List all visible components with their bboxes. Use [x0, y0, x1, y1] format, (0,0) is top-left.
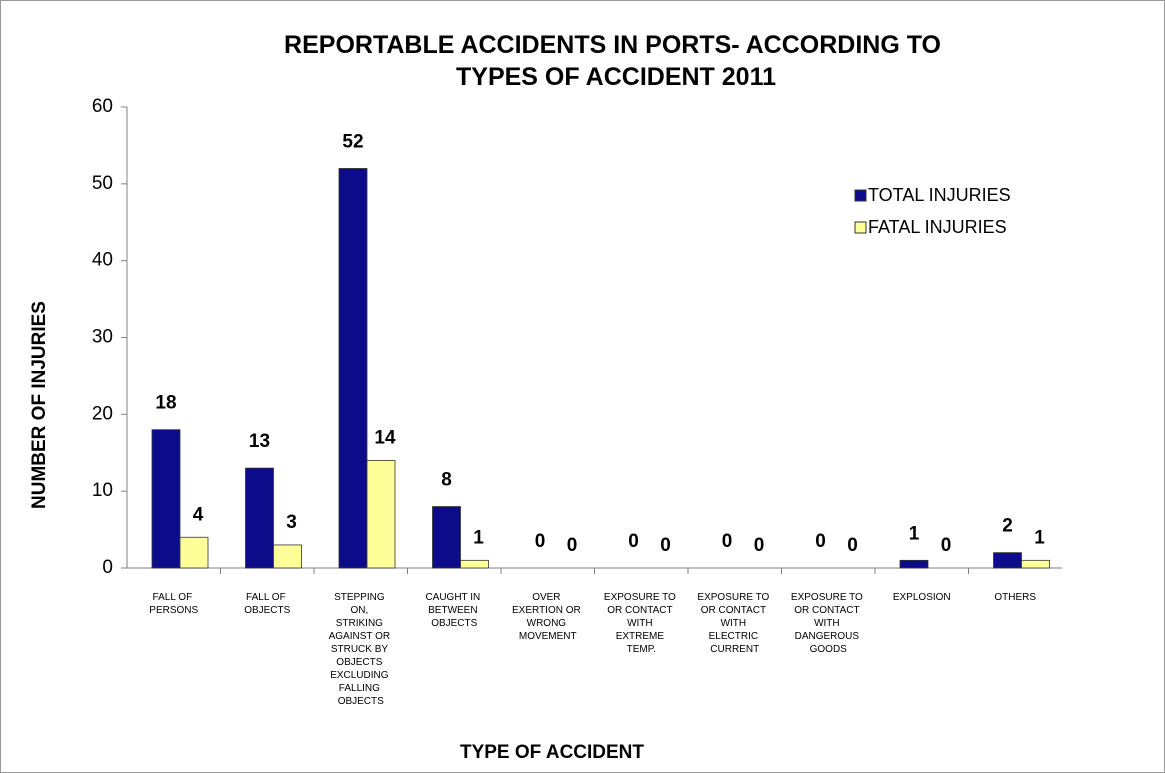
x-tick-label: EXPLOSION: [893, 592, 951, 603]
x-tick-label: OVER EXERTION OR WRONG MOVEMENT: [512, 592, 584, 642]
x-tick-label: FALL OF PERSONS: [149, 592, 198, 616]
y-tick-label: 0: [102, 557, 113, 578]
chart-title: REPORTABLE ACCIDENTS IN PORTS- ACCORDING…: [284, 31, 948, 91]
value-label: 0: [815, 531, 826, 552]
value-label: 0: [941, 535, 952, 556]
bar: [432, 506, 461, 569]
bar: [273, 544, 302, 569]
value-label: 0: [754, 535, 765, 556]
x-axis-title: TYPE OF ACCIDENT: [460, 742, 644, 763]
bar: [179, 536, 209, 569]
y-tick-label: 30: [92, 327, 113, 348]
y-axis-title: NUMBER OF INJURIES: [29, 301, 50, 509]
bar: [899, 559, 929, 569]
value-label: 0: [847, 535, 858, 556]
y-tick-label: 50: [92, 173, 113, 194]
legend-label: TOTAL INJURIES: [868, 185, 1011, 205]
value-label: 14: [374, 427, 396, 448]
bar: [245, 467, 274, 569]
x-tick-label: FALL OF OBJECTS: [244, 592, 290, 616]
value-label: 1: [909, 523, 920, 544]
legend-swatch: [854, 221, 867, 234]
value-label: 0: [722, 531, 733, 552]
bar: [366, 460, 396, 569]
bar: [993, 552, 1022, 569]
value-label: 0: [628, 531, 639, 552]
x-tick-label: EXPOSURE TO OR CONTACT WITH EXTREME TEMP…: [604, 592, 679, 655]
y-tick-label: 20: [92, 403, 113, 424]
value-label: 13: [249, 431, 270, 452]
x-tick-label: CAUGHT IN BETWEEN OBJECTS: [425, 592, 483, 629]
y-tick-label: 60: [92, 96, 113, 117]
value-label: 4: [193, 504, 204, 525]
x-tick-label: EXPOSURE TO OR CONTACT WITH ELECTRIC CUR…: [697, 592, 772, 655]
value-label: 0: [660, 535, 671, 556]
value-label: 0: [567, 535, 578, 556]
y-tick-label: 10: [92, 480, 113, 501]
value-label: 0: [535, 531, 546, 552]
legend-swatch: [854, 189, 867, 202]
value-label: 1: [473, 527, 484, 548]
legend-label: FATAL INJURIES: [868, 217, 1007, 237]
value-label: 2: [1002, 516, 1013, 537]
y-tick-label: 40: [92, 250, 113, 271]
bar: [460, 559, 489, 569]
bar: [338, 168, 368, 569]
bar: [1021, 559, 1050, 569]
x-tick-label: STEPPING ON, STRIKING AGAINST OR STRUCK …: [329, 592, 393, 707]
x-tick-label: OTHERS: [994, 592, 1036, 603]
value-label: 52: [342, 131, 363, 152]
value-label: 1: [1034, 527, 1045, 548]
x-tick-label: EXPOSURE TO OR CONTACT WITH DANGEROUS GO…: [791, 592, 866, 655]
value-label: 8: [441, 470, 452, 491]
value-label: 3: [286, 512, 297, 533]
bar: [151, 429, 181, 569]
value-label: 18: [155, 393, 176, 414]
